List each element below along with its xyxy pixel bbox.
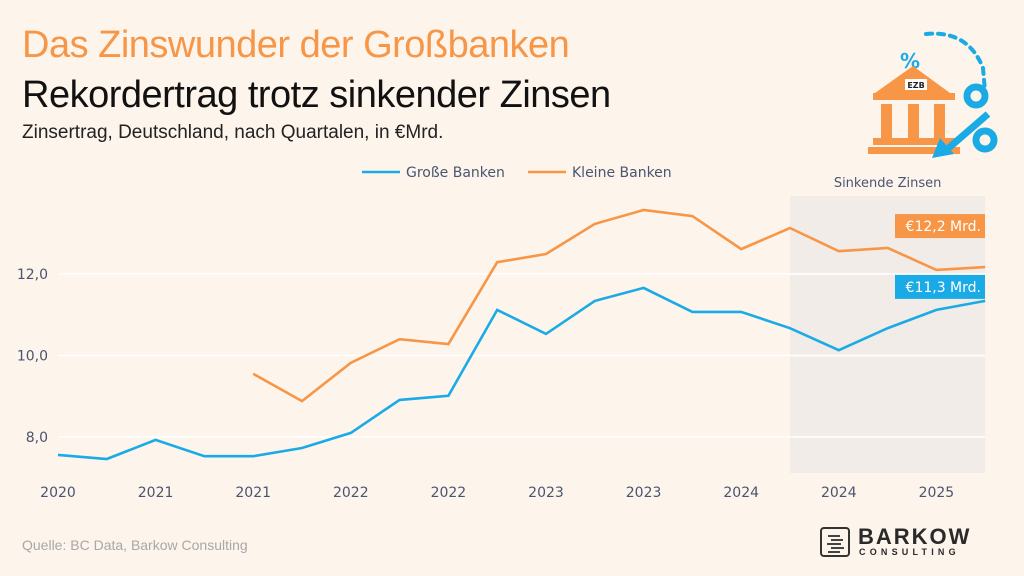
shaded-region-label: Sinkende Zinsen bbox=[834, 176, 942, 191]
x-tick-label: 2024 bbox=[723, 485, 759, 501]
chart-subtitle: Zinsertrag, Deutschland, nach Quartalen,… bbox=[22, 122, 444, 143]
x-tick-label: 2023 bbox=[528, 485, 564, 501]
svg-text:%: % bbox=[900, 49, 920, 73]
logo-name: BARKOW bbox=[858, 524, 972, 549]
x-tick-label: 2024 bbox=[821, 485, 857, 501]
legend-label: Kleine Banken bbox=[572, 165, 672, 181]
y-tick-label: 12,0 bbox=[17, 267, 48, 283]
series-line-kleine-banken bbox=[252, 208, 986, 403]
logo-subtitle: CONSULTING bbox=[859, 547, 960, 557]
x-tick-label: 2025 bbox=[919, 485, 955, 501]
x-tick-label: 2023 bbox=[626, 485, 662, 501]
x-tick-label: 2021 bbox=[138, 485, 174, 501]
x-tick-label: 2022 bbox=[431, 485, 467, 501]
chart-headline: Rekordertrag trotz sinkender Zinsen bbox=[22, 74, 611, 116]
x-tick-label: 2021 bbox=[235, 485, 271, 501]
legend-label: Große Banken bbox=[406, 165, 505, 181]
y-tick-label: 10,0 bbox=[17, 349, 48, 365]
end-value-badge bbox=[895, 214, 985, 239]
y-tick-label: 8,0 bbox=[26, 430, 48, 446]
end-value-label: €11,3 Mrd. bbox=[906, 280, 981, 296]
end-value-badge bbox=[895, 274, 985, 299]
end-value-label: €12,2 Mrd. bbox=[906, 219, 981, 235]
bank-interest-rate-icon: % EZB bbox=[868, 31, 998, 158]
x-tick-label: 2020 bbox=[40, 485, 76, 501]
series-line-grosse-banken bbox=[57, 286, 986, 461]
chart-title: Das Zinswunder der Großbanken bbox=[22, 24, 570, 66]
icon-label: EZB bbox=[907, 81, 924, 90]
logo-mark-icon bbox=[820, 527, 850, 557]
source-note: Quelle: BC Data, Barkow Consulting bbox=[22, 537, 248, 553]
x-tick-label: 2022 bbox=[333, 485, 369, 501]
